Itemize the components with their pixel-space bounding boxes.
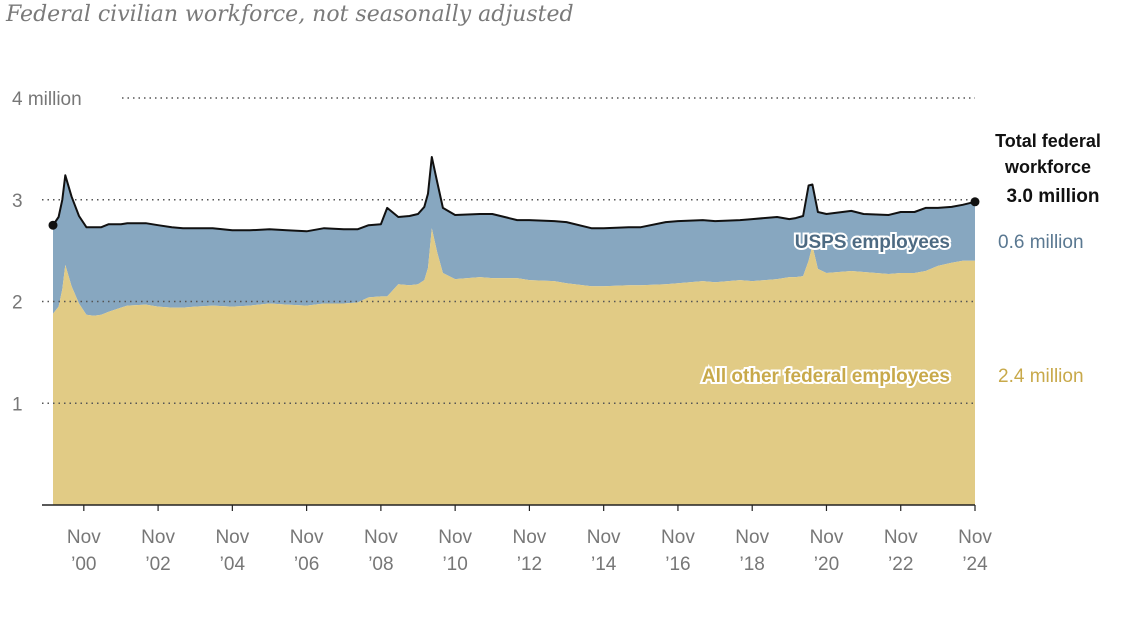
total-label-line2: workforce xyxy=(1004,157,1091,177)
x-tick-month: Nov xyxy=(958,527,992,548)
x-tick-year: ’16 xyxy=(665,554,690,575)
start-point-marker xyxy=(48,220,58,230)
x-tick-month: Nov xyxy=(290,527,324,548)
annotations: USPS employees All other federal employee… xyxy=(700,131,1101,389)
x-tick-year: ’24 xyxy=(962,554,988,575)
x-tick-month: Nov xyxy=(141,527,175,548)
usps-area xyxy=(53,157,975,316)
x-tick-year: ’12 xyxy=(517,554,542,575)
chart-subtitle: Federal civilian workforce, not seasonal… xyxy=(6,2,574,27)
y-tick-label-4: 4 million xyxy=(12,89,82,110)
other-value-label: 2.4 million xyxy=(998,366,1084,387)
x-tick-month: Nov xyxy=(513,527,547,548)
x-tick-year: ’04 xyxy=(220,554,246,575)
x-tick-month: Nov xyxy=(661,527,695,548)
x-tick-month: Nov xyxy=(67,527,101,548)
x-tick-year: ’20 xyxy=(814,554,839,575)
usps-value-label: 0.6 million xyxy=(998,232,1084,253)
gridlines xyxy=(42,97,975,404)
x-tick-month: Nov xyxy=(735,527,769,548)
other-employees-area xyxy=(53,228,975,505)
other-series-label: All other federal employees xyxy=(702,366,950,387)
x-tick-year: ’08 xyxy=(368,554,393,575)
x-tick-year: ’02 xyxy=(145,554,170,575)
x-tick-month: Nov xyxy=(587,527,621,548)
x-tick-month: Nov xyxy=(364,527,398,548)
x-tick-year: ’10 xyxy=(442,554,467,575)
x-tick-year: ’18 xyxy=(740,554,765,575)
usps-series-label: USPS employees xyxy=(795,232,950,253)
x-tick-month: Nov xyxy=(884,527,918,548)
total-value-label: 3.0 million xyxy=(1007,186,1100,207)
x-tick-year: ’14 xyxy=(591,554,617,575)
x-tick-year: ’22 xyxy=(888,554,913,575)
x-tick-month: Nov xyxy=(810,527,844,548)
x-tick-month: Nov xyxy=(438,527,472,548)
y-tick-label-2: 2 xyxy=(12,293,23,314)
stacked-areas xyxy=(53,157,975,505)
y-tick-label-1: 1 xyxy=(12,394,23,415)
end-point-marker xyxy=(970,197,980,207)
total-workforce-line xyxy=(52,156,976,233)
x-tick-year: ’06 xyxy=(294,554,319,575)
x-tick-month: Nov xyxy=(215,527,249,548)
total-label-line1: Total federal xyxy=(995,131,1101,151)
axes: 4 million 3 2 1 Nov ’00 Nov ’02 Nov ’04 Nov ’06 Nov ’… xyxy=(12,89,992,575)
x-tick-year: ’00 xyxy=(71,554,96,575)
y-tick-label-3: 3 xyxy=(12,191,23,212)
total-line-layer xyxy=(48,156,980,233)
